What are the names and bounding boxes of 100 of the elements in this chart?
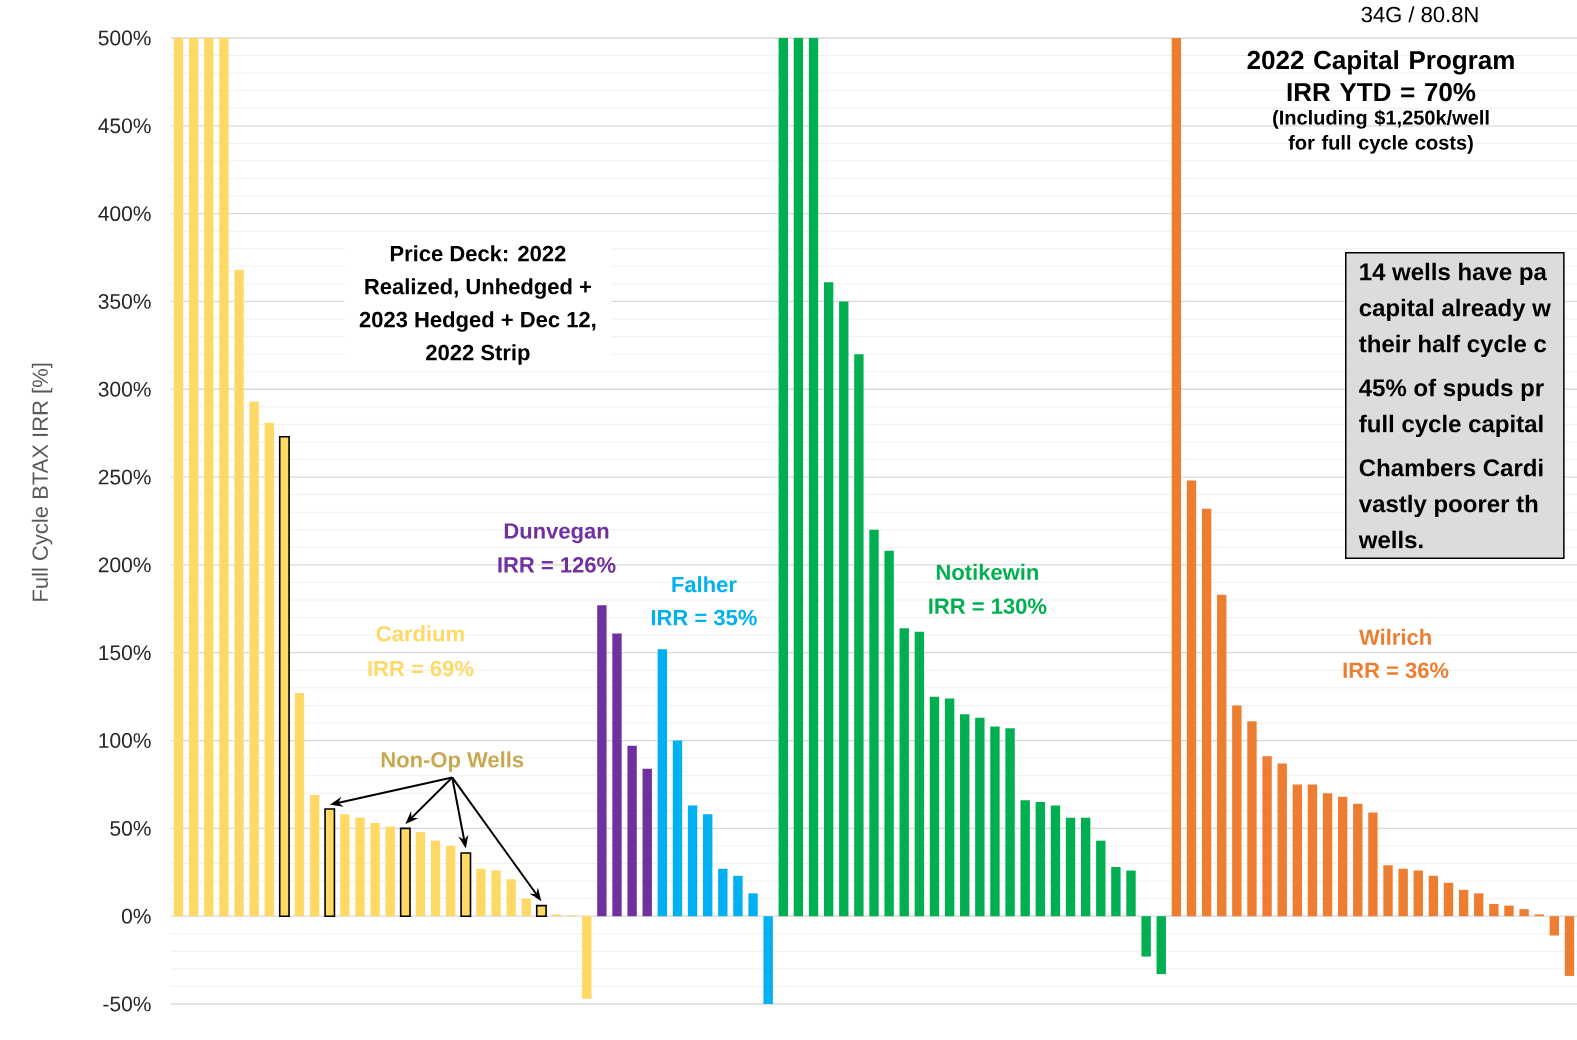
bar (733, 875, 743, 917)
bar (1458, 889, 1469, 917)
bar (491, 870, 501, 917)
annotation: their half cycle c (1359, 334, 1547, 358)
bar (1096, 840, 1106, 917)
bar (672, 740, 683, 917)
annotation: Chambers Cardi (1359, 458, 1543, 477)
bar (309, 794, 320, 917)
y-tick-label: 300% (98, 381, 151, 397)
bar (340, 814, 350, 917)
bar (1050, 805, 1061, 917)
y-tick-label: 100% (99, 733, 151, 748)
bar (1489, 903, 1499, 917)
bar (1413, 870, 1423, 917)
series-label: Notikewin (936, 563, 1038, 581)
bar (869, 529, 879, 917)
bar (1065, 817, 1076, 917)
annotation: 45% of spuds pr (1359, 378, 1544, 402)
bar (1277, 763, 1287, 917)
bar (1292, 784, 1303, 917)
text: Dunvegan (504, 523, 609, 544)
y-axis-title: Full Cycle BTAX IRR [%] (31, 363, 53, 601)
bar (506, 879, 516, 917)
bar (612, 633, 622, 917)
bar (1549, 916, 1560, 936)
bar (294, 693, 305, 917)
annotation: capital already w (1359, 298, 1551, 322)
y-tick-label: 450% (98, 118, 151, 134)
bar (1111, 867, 1121, 917)
text: Non-Op Wells (381, 751, 524, 772)
bar (1322, 793, 1333, 917)
bar (1474, 893, 1484, 917)
bar (748, 893, 758, 917)
bar (854, 354, 864, 917)
bar (839, 301, 849, 917)
text: (Including $1,250k/well for full cycle costs) (1273, 109, 1489, 154)
bar (234, 269, 244, 917)
y-tick-label: 50% (110, 820, 151, 836)
bar (446, 845, 456, 917)
bar (385, 826, 395, 917)
annotation: wells. (1358, 530, 1423, 549)
text: Wilrich (1359, 628, 1431, 645)
bar (1156, 916, 1166, 975)
bar (990, 726, 1000, 917)
bar (657, 649, 668, 917)
annotation: vastly poorer th (1358, 494, 1538, 518)
y-tick-label: 250% (98, 469, 151, 485)
bar (1186, 480, 1197, 917)
bar (1035, 802, 1045, 917)
bar (1005, 728, 1015, 917)
text: 2022 Capital Program IRR YTD = 70% (1247, 50, 1514, 102)
bar (960, 714, 970, 917)
annotation: full cycle capital (1359, 414, 1543, 438)
bar (399, 827, 411, 917)
bar (1171, 37, 1182, 917)
bar (219, 37, 229, 917)
bar (370, 823, 380, 917)
bar (188, 37, 199, 917)
bar (1337, 796, 1348, 917)
bar (808, 37, 819, 917)
bar (1217, 594, 1227, 917)
bar (914, 631, 925, 917)
annotation: IRR = 69% (368, 660, 474, 677)
bar (703, 814, 713, 917)
bar (929, 696, 940, 917)
bar (793, 37, 804, 917)
bar (355, 817, 365, 917)
bar (1201, 508, 1212, 917)
bar (1262, 756, 1272, 917)
annotation: IRR = 35% (651, 609, 757, 626)
bar (1307, 784, 1318, 917)
y-tick-label: -50% (103, 996, 151, 1012)
bar (1368, 812, 1378, 917)
y-tick-label: 150% (99, 645, 151, 661)
bar (1080, 817, 1091, 917)
annotation: Price Deck: 2022 Realized, Unhedged + 2023 Hedged + Dec 12, 2022 Strip (359, 245, 596, 365)
bar (1247, 721, 1257, 917)
y-tick-label: 400% (98, 206, 151, 222)
y-tick-label: 500% (98, 30, 151, 46)
bar (264, 422, 274, 917)
bar (1232, 705, 1242, 917)
bar (1353, 803, 1363, 917)
bar (884, 550, 894, 917)
bar (1020, 800, 1030, 917)
bar (1564, 916, 1575, 976)
bar (173, 37, 184, 917)
bar (1504, 905, 1514, 917)
bar (1383, 865, 1393, 917)
bar (899, 628, 909, 917)
y-tick-label: 350% (98, 294, 151, 309)
y-tick-label: 0% (121, 908, 151, 924)
bar (763, 916, 773, 1004)
bar (249, 401, 259, 917)
bar (1398, 868, 1408, 917)
text: 34G / 80.8N (1361, 6, 1478, 23)
annotation: IRR = 126% (498, 557, 616, 573)
bar (460, 852, 472, 917)
bar (1428, 875, 1439, 917)
annotation: 14 wells have pa (1360, 262, 1548, 286)
bar (1519, 909, 1529, 917)
